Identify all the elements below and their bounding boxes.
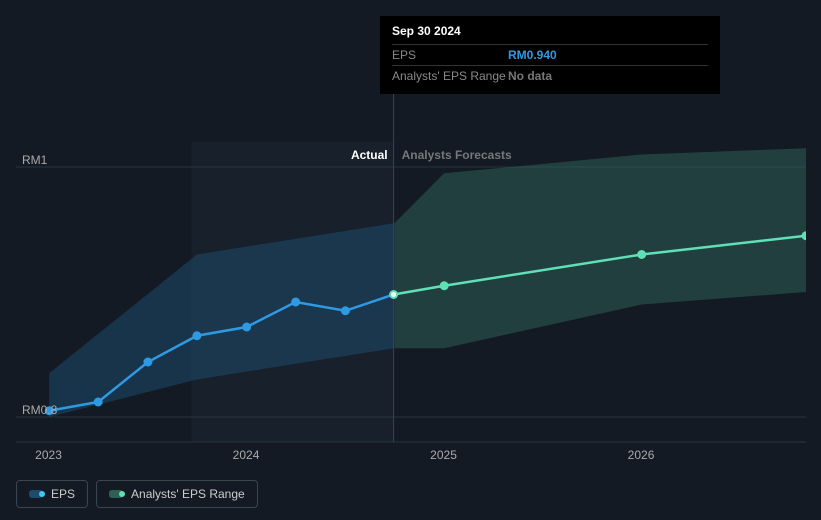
legend-label: EPS — [51, 487, 75, 501]
legend-item[interactable]: EPS — [16, 480, 88, 508]
region-label-forecast: Analysts Forecasts — [402, 148, 512, 162]
chart-tooltip: Sep 30 2024 EPSRM0.940Analysts' EPS Rang… — [380, 16, 720, 94]
region-label-actual: Actual — [351, 148, 388, 162]
x-axis-label: 2026 — [628, 448, 655, 462]
tooltip-label: EPS — [392, 48, 508, 62]
y-axis-label: RM1 — [22, 153, 47, 167]
tooltip-row: Analysts' EPS RangeNo data — [392, 65, 708, 86]
tooltip-value: RM0.940 — [508, 48, 557, 62]
tooltip-row: EPSRM0.940 — [392, 44, 708, 65]
tooltip-label: Analysts' EPS Range — [392, 69, 508, 83]
x-axis-label: 2023 — [35, 448, 62, 462]
legend-swatch — [29, 490, 43, 498]
legend-item[interactable]: Analysts' EPS Range — [96, 480, 258, 508]
x-axis-label: 2025 — [430, 448, 457, 462]
tooltip-value: No data — [508, 69, 552, 83]
legend-swatch — [109, 490, 123, 498]
y-axis-label: RM0.8 — [22, 403, 57, 417]
chart-legend: EPS Analysts' EPS Range — [16, 480, 258, 508]
legend-label: Analysts' EPS Range — [131, 487, 245, 501]
x-axis-label: 2024 — [233, 448, 260, 462]
tooltip-date: Sep 30 2024 — [392, 24, 708, 40]
